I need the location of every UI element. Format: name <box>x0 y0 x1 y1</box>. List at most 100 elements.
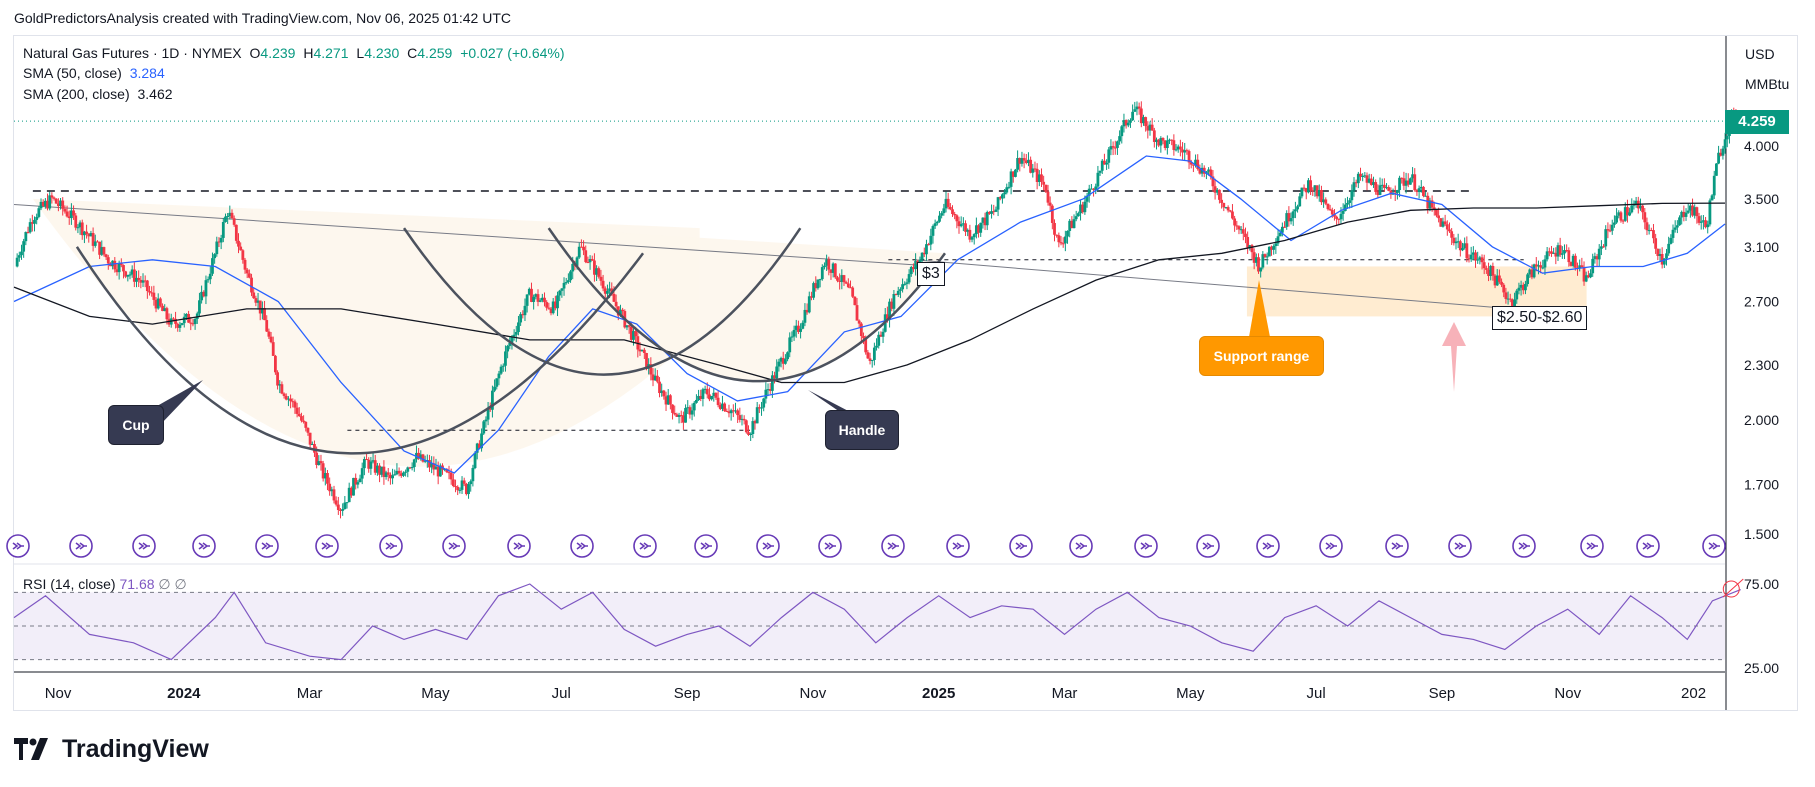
candle-body <box>547 307 551 309</box>
candle-body <box>293 401 297 408</box>
event-marker-icon[interactable] <box>756 534 780 558</box>
axis-unit[interactable]: MMBtu <box>1745 76 1790 92</box>
candle-body <box>1014 169 1017 177</box>
event-marker-glyph <box>1518 542 1530 550</box>
event-marker-icon[interactable] <box>946 534 970 558</box>
candle-body <box>165 308 169 320</box>
candle-body <box>1495 275 1499 286</box>
candle-body <box>1122 120 1126 127</box>
candle-body <box>1031 168 1035 173</box>
event-marker-icon[interactable] <box>633 534 657 558</box>
candle-body <box>840 275 844 282</box>
event-marker-icon[interactable] <box>1319 534 1343 558</box>
event-marker-icon[interactable] <box>1256 534 1280 558</box>
event-marker-icon[interactable] <box>1069 534 1093 558</box>
event-marker-icon[interactable] <box>1512 534 1536 558</box>
candle-body <box>354 477 358 485</box>
event-marker-icon[interactable] <box>255 534 279 558</box>
candle-body <box>1500 281 1503 285</box>
candle-body <box>514 332 518 335</box>
candle-body <box>297 413 301 417</box>
event-marker-icon[interactable] <box>315 534 339 558</box>
candle-body <box>22 241 26 252</box>
price-tick-label: 1.500 <box>1744 526 1779 542</box>
candle-body <box>349 487 353 496</box>
event-marker-icon[interactable] <box>1448 534 1472 558</box>
candle-body <box>1089 188 1093 190</box>
candle-body <box>96 241 99 243</box>
candle-body <box>1280 226 1284 233</box>
time-tick-label: May <box>421 685 450 702</box>
event-marker-icon[interactable] <box>442 534 466 558</box>
candle-body <box>632 331 635 340</box>
candle-body <box>1066 230 1069 237</box>
candle-body <box>584 250 588 263</box>
event-marker-icon[interactable] <box>1134 534 1158 558</box>
event-marker-icon[interactable] <box>1009 534 1033 558</box>
axis-currency[interactable]: USD <box>1745 46 1775 62</box>
event-marker-icon[interactable] <box>6 534 30 558</box>
candle-body <box>870 359 874 361</box>
candle-body <box>386 472 390 475</box>
candle-body <box>306 427 310 433</box>
event-marker-icon[interactable] <box>1580 534 1604 558</box>
candle-body <box>1181 149 1184 153</box>
event-marker-icon[interactable] <box>881 534 905 558</box>
candle-body <box>271 342 275 356</box>
candle-body <box>705 388 709 395</box>
event-marker-icon[interactable] <box>379 534 403 558</box>
candle-body <box>875 345 878 348</box>
candle-body <box>508 342 512 346</box>
candle-body <box>1194 159 1197 166</box>
event-marker-glyph <box>1202 542 1214 550</box>
candle-body <box>128 274 132 276</box>
candle-body <box>46 200 49 209</box>
candle-body <box>1339 213 1343 220</box>
candle-body <box>447 472 451 474</box>
candle-body <box>141 280 145 283</box>
candle-body <box>747 432 750 435</box>
candle-body <box>26 232 30 234</box>
event-marker-icon[interactable] <box>1196 534 1220 558</box>
candle-body <box>1003 192 1006 195</box>
event-marker-icon[interactable] <box>192 534 216 558</box>
candle-body <box>486 408 490 420</box>
candle-body <box>1304 188 1308 193</box>
event-marker-icon[interactable] <box>818 534 842 558</box>
event-marker-icon[interactable] <box>132 534 156 558</box>
event-marker-icon[interactable] <box>1636 534 1660 558</box>
candle-body <box>794 325 798 330</box>
candle-body <box>130 269 134 275</box>
candle-body <box>1081 204 1085 213</box>
candle-body <box>224 216 227 222</box>
candle-body <box>1209 169 1213 177</box>
candle-body <box>1467 258 1471 260</box>
event-marker-icon[interactable] <box>1702 534 1726 558</box>
candle-body <box>801 322 805 329</box>
event-marker-icon[interactable] <box>507 534 531 558</box>
event-marker-icon[interactable] <box>69 534 93 558</box>
tradingview-logo[interactable]: TradingView <box>14 733 209 765</box>
rsi-tick-label: 75.00 <box>1744 576 1779 592</box>
candle-body <box>629 326 633 340</box>
candle-body <box>408 467 412 469</box>
candle-body <box>48 195 52 209</box>
candle-body <box>1426 195 1430 209</box>
candle-body <box>1456 241 1460 243</box>
candle-body <box>113 260 117 270</box>
event-marker-icon[interactable] <box>1385 534 1409 558</box>
candle-body <box>1218 189 1221 200</box>
candle-body <box>992 211 996 213</box>
candle-body <box>764 389 768 399</box>
event-marker-icon[interactable] <box>694 534 718 558</box>
candle-body <box>1484 268 1488 270</box>
candle-body <box>1152 130 1156 142</box>
candle-body <box>54 198 58 204</box>
candle-body <box>1215 189 1219 193</box>
event-marker-icon[interactable] <box>570 534 594 558</box>
candle-body <box>434 466 438 470</box>
ohlc-legend: Natural Gas Futures · 1D · NYMEX O4.239 … <box>23 45 569 61</box>
candle-body <box>1534 264 1538 267</box>
low-value: 4.230 <box>364 45 400 61</box>
